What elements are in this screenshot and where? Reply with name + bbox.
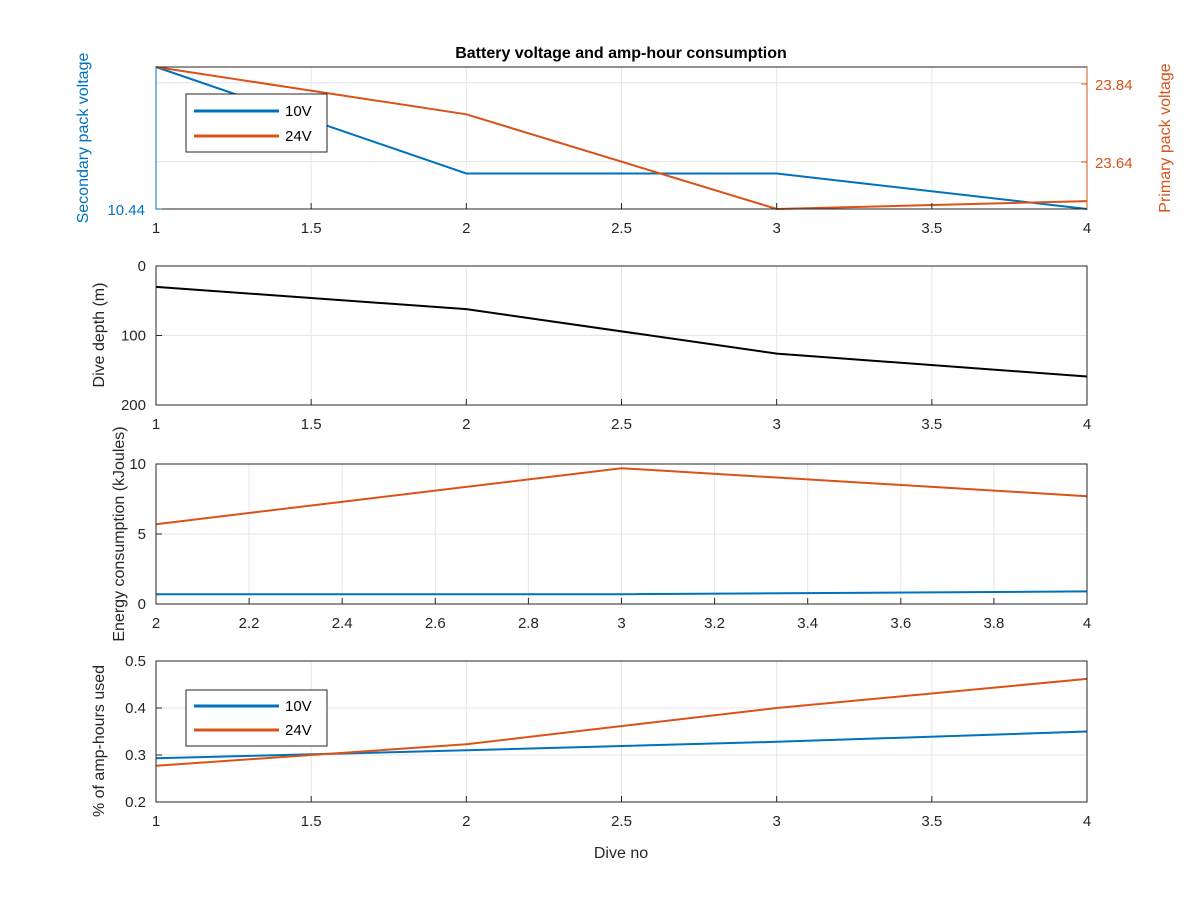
panel4-x-tick-label: 1	[152, 813, 160, 830]
panel3-x-tick-label: 2.6	[425, 615, 446, 632]
panel3-x-tick-label: 2.4	[332, 615, 353, 632]
panel1-left-ylabel: Secondary pack voltage	[75, 53, 92, 224]
panel1-x-tick-label: 2	[462, 220, 470, 237]
panel4-x-tick-label: 2.5	[611, 813, 632, 830]
panel2-x-tick-label: 3	[772, 416, 780, 433]
panel2-x-ticks: 1 1.5 2 2.5 3 3.5 4	[152, 399, 1091, 433]
panel1-x-tick-label: 3.5	[921, 220, 942, 237]
panel4-legend-label-24v: 24V	[285, 722, 312, 739]
panel1-legend-label-10v: 10V	[285, 103, 312, 120]
panel1-legend-label-24v: 24V	[285, 128, 312, 145]
panel4-y-tick-label: 0.4	[125, 700, 146, 717]
panel2-y-tick-label: 0	[138, 258, 146, 275]
panel3-x-tick-label: 3.8	[983, 615, 1004, 632]
panel4-x-tick-label: 3.5	[921, 813, 942, 830]
panel4-legend-label-10v: 10V	[285, 698, 312, 715]
panel1-right-tick-label-1: 23.84	[1095, 77, 1133, 94]
panel3-series-line-24v	[155, 467, 1088, 526]
panel3-x-tick-label: 2.2	[239, 615, 260, 632]
panel4-legend-box	[185, 689, 328, 747]
panel1-right-ylabel: Primary pack voltage	[1157, 63, 1174, 212]
panel1-x-tick-label: 1	[152, 220, 160, 237]
panel2-x-tick-label: 3.5	[921, 416, 942, 433]
panel3-x-tick-label: 3.6	[890, 615, 911, 632]
chart-title: Battery voltage and amp-hour consumption	[455, 45, 787, 62]
panel-energy-consumption: 2 2.2 2.4 2.6 2.8 3 3.2 3.4 3.6 3.8 4 0 5 10 Energy …	[111, 426, 1091, 641]
panel4-legend: 10V 24V	[185, 689, 328, 747]
panel3-y-tick-label: 10	[129, 456, 146, 473]
panel3-ylabel: Energy consumption (kJoules)	[111, 426, 128, 641]
panel4-x-tick-label: 4	[1083, 813, 1091, 830]
panel2-x-tick-label: 1	[152, 416, 160, 433]
panel2-y-tick-label: 200	[121, 397, 146, 414]
panel1-x-tick-label: 2.5	[611, 220, 632, 237]
panel4-y-tick-label: 0.2	[125, 794, 146, 811]
panel3-y-tick-label: 5	[138, 526, 146, 543]
panel4-series	[155, 677, 1088, 767]
panel4-y-ticks: 0.5 0.4 0.3 0.2	[125, 653, 162, 811]
panel3-x-tick-label: 3.2	[704, 615, 725, 632]
panel2-y-ticks: 0 100 200	[121, 258, 162, 414]
panel4-x-tick-label: 1.5	[301, 813, 322, 830]
panel3-x-tick-label: 2	[152, 615, 160, 632]
panel3-x-tick-label: 4	[1083, 615, 1091, 632]
panel2-grid	[156, 266, 1087, 405]
panel2-series	[155, 285, 1088, 378]
panel1-x-tick-label: 3	[772, 220, 780, 237]
panel4-y-tick-label: 0.3	[125, 747, 146, 764]
panel3-y-ticks: 0 5 10	[129, 456, 162, 613]
panel2-x-tick-label: 1.5	[301, 416, 322, 433]
panel4-x-tick-label: 3	[772, 813, 780, 830]
panel-dive-depth: 1 1.5 2 2.5 3 3.5 4 0 100 200 Dive depth (m)	[91, 258, 1091, 433]
panel2-y-tick-label: 100	[121, 328, 146, 345]
panel3-series-line-10v	[156, 590, 1088, 596]
panel-amp-hours: 1 1.5 2 2.5 3 3.5 4 0.5 0.4 0.3 0.2 % of amp-hour…	[91, 653, 1091, 862]
panel4-ylabel: % of amp-hours used	[91, 665, 108, 817]
panel3-x-tick-label: 3.4	[797, 615, 818, 632]
panel1-legend: 10V 24V	[185, 93, 328, 153]
panel3-x-ticks: 2 2.2 2.4 2.6 2.8 3 3.2 3.4 3.6 3.8 4	[152, 598, 1091, 632]
panel3-x-tick-label: 3	[617, 615, 625, 632]
panel1-x-ticks: 1 1.5 2 2.5 3 3.5 4	[152, 203, 1091, 237]
panel-battery-voltage: 1 1.5 2 2.5 3 3.5 4 10.44 23.84 23.64 Battery …	[75, 45, 1174, 237]
panel3-series	[155, 467, 1088, 596]
panel1-x-tick-label: 1.5	[301, 220, 322, 237]
panel4-y-tick-label: 0.5	[125, 653, 146, 670]
panel2-x-tick-label: 4	[1083, 416, 1091, 433]
panel2-ylabel: Dive depth (m)	[91, 283, 108, 388]
panel1-left-tick-label: 10.44	[107, 202, 145, 219]
panel2-series-line-depth	[155, 285, 1088, 378]
panel1-right-tick-label-2: 23.64	[1095, 155, 1133, 172]
panel4-series-line-24v	[155, 677, 1088, 767]
panel4-x-tick-label: 2	[462, 813, 470, 830]
panel2-x-tick-label: 2.5	[611, 416, 632, 433]
panel1-x-tick-label: 4	[1083, 220, 1091, 237]
panel1-legend-box	[185, 93, 328, 153]
panel3-grid	[156, 464, 1087, 604]
panel4-xlabel: Dive no	[594, 845, 648, 862]
panel4-x-ticks: 1 1.5 2 2.5 3 3.5 4	[152, 796, 1091, 830]
panel3-x-tick-label: 2.8	[518, 615, 539, 632]
panel3-y-tick-label: 0	[138, 596, 146, 613]
panel2-x-tick-label: 2	[462, 416, 470, 433]
